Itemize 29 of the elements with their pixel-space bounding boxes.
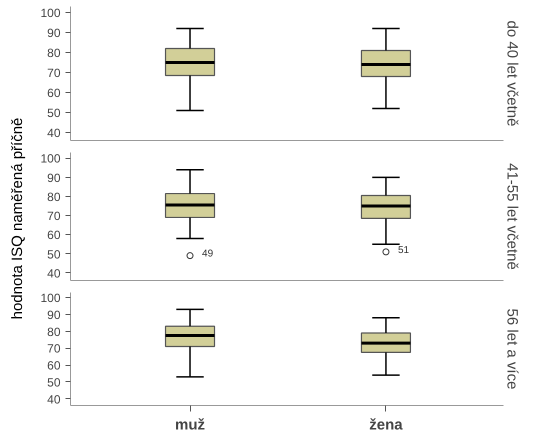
y-tick-label: 100 bbox=[40, 6, 61, 20]
y2-axis-title: do 40 let včetně bbox=[504, 20, 520, 126]
y2-axis-title: 56 let a více bbox=[504, 308, 520, 390]
y2-axis-title: 41-55 let včetně bbox=[504, 163, 520, 270]
y-tick-label: 90 bbox=[47, 170, 61, 185]
y-tick-label: 100 bbox=[40, 152, 61, 166]
x-tick-label: muž bbox=[175, 416, 206, 434]
y-tick-label: 90 bbox=[47, 26, 61, 40]
y-tick-label: 60 bbox=[47, 86, 61, 100]
y-tick-label: 80 bbox=[47, 324, 61, 339]
y-axis-title: hodnota ISQ naměřená příčně bbox=[8, 118, 26, 320]
y-tick-label: 60 bbox=[47, 228, 61, 242]
y-tick-label: 70 bbox=[47, 66, 61, 80]
y-tick-label: 70 bbox=[47, 209, 61, 224]
y-tick-label: 70 bbox=[47, 342, 61, 356]
y-tick-label: 40 bbox=[47, 126, 61, 140]
y-tick-label: 40 bbox=[47, 266, 61, 280]
y-tick-label: 60 bbox=[47, 358, 61, 373]
y-tick-label: 80 bbox=[47, 190, 61, 204]
y-tick-label: 50 bbox=[47, 106, 61, 120]
y-tick-label: 80 bbox=[47, 46, 61, 60]
y-tick-label: 50 bbox=[47, 375, 61, 390]
y-tick-label: 90 bbox=[47, 308, 61, 322]
annotation: 51 bbox=[398, 244, 410, 256]
x-tick-label: žena bbox=[369, 416, 404, 434]
y-tick-label: 50 bbox=[47, 247, 61, 262]
annotation: 49 bbox=[202, 248, 214, 260]
y-tick-label: 100 bbox=[40, 291, 61, 306]
y-tick-label: 40 bbox=[47, 392, 61, 406]
